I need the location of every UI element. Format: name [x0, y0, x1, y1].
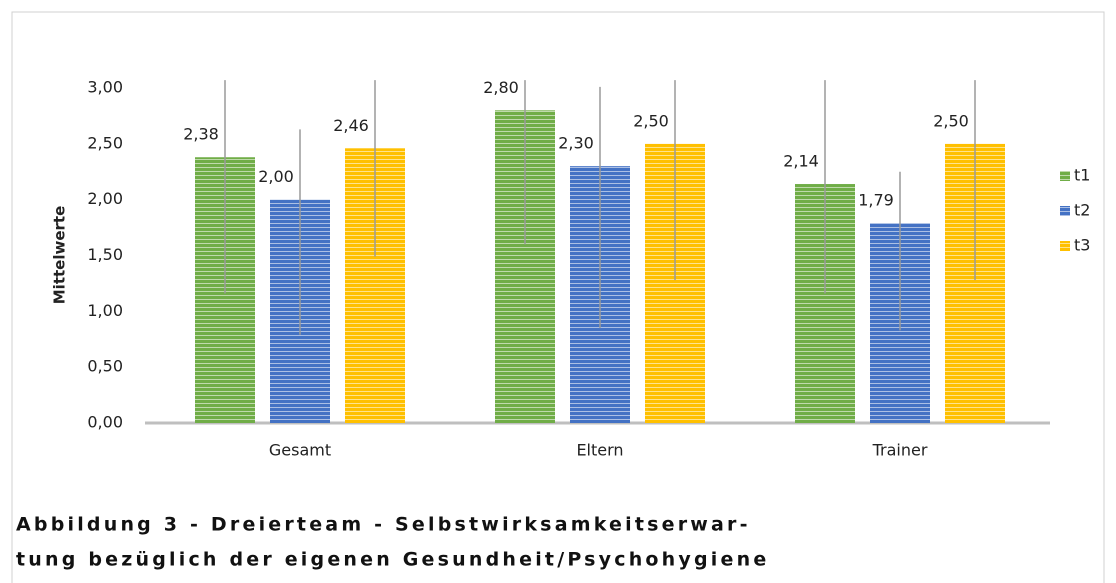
data-label: 2,38 [183, 125, 219, 144]
caption: Abbildung 3 - Dreierteam - Selbstwirksam… [16, 514, 751, 536]
x-tick-label: Eltern [576, 441, 623, 460]
y-tick-label: 1,00 [87, 301, 123, 320]
data-label: 2,00 [258, 167, 294, 186]
y-tick-label: 2,00 [87, 189, 123, 208]
legend-swatch [1060, 241, 1070, 251]
caption: tung bezüglich der eigenen Gesundheit/Ps… [16, 549, 769, 571]
y-tick-label: 3,00 [87, 78, 123, 97]
data-label: 2,50 [633, 111, 669, 130]
y-tick-label: 2,50 [87, 133, 123, 152]
data-label: 1,79 [858, 191, 894, 210]
legend-swatch [1060, 206, 1070, 216]
y-tick-label: 0,50 [87, 357, 123, 376]
legend-swatch [1060, 171, 1070, 181]
data-label: 2,14 [783, 152, 819, 171]
legend-label: t1 [1074, 166, 1090, 185]
x-tick-label: Gesamt [269, 441, 331, 460]
legend-label: t2 [1074, 201, 1090, 220]
data-label: 2,80 [483, 78, 519, 97]
data-label: 2,50 [933, 111, 969, 130]
y-tick-label: 0,00 [87, 413, 123, 432]
legend-label: t3 [1074, 236, 1090, 255]
chart-border [11, 11, 1105, 583]
y-tick-label: 1,50 [87, 245, 123, 264]
y-axis-label: Mittelwerte [51, 206, 69, 305]
data-label: 2,46 [333, 116, 369, 135]
x-tick-label: Trainer [872, 441, 928, 460]
data-label: 2,30 [558, 134, 594, 153]
